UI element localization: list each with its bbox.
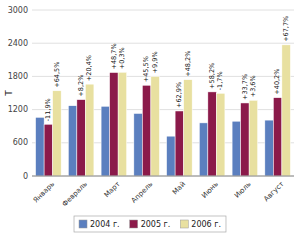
annotation: +40,2% [273, 69, 281, 95]
annotation: +48,7% [110, 43, 118, 69]
bar [282, 45, 291, 176]
annotation: -1,7% [216, 71, 224, 90]
x-tick-label: Январь [32, 180, 56, 204]
bar [216, 93, 225, 176]
annotation: +8,2% [77, 75, 85, 97]
x-tick-label: Июнь [200, 180, 220, 200]
bar [85, 84, 94, 176]
x-tick-label: Февраль [61, 180, 89, 208]
bar [118, 72, 127, 176]
bar [110, 73, 119, 176]
annotation: +62,9% [175, 82, 183, 108]
annotation: +9,9% [151, 51, 159, 73]
legend-swatch [180, 220, 188, 228]
bar [44, 124, 53, 176]
grid-line [32, 43, 294, 44]
legend-frame [74, 216, 226, 232]
annotation: -11,9% [44, 98, 52, 121]
bar [134, 113, 143, 176]
legend-label: 2005 г. [141, 220, 171, 229]
x-tick-label: Август [262, 180, 285, 203]
annotation: +45,5% [142, 56, 150, 82]
bar [53, 91, 62, 176]
legend-swatch [130, 220, 138, 228]
annotation: +67,7% [282, 16, 290, 42]
bar [208, 92, 217, 176]
annotation: +3,6% [249, 75, 257, 97]
bar [36, 117, 45, 176]
annotation: +20,4% [85, 55, 93, 81]
bar [77, 100, 86, 176]
y-tick-label: 1800 [8, 72, 28, 81]
grid-line [32, 10, 294, 11]
bar [175, 111, 184, 176]
bar [142, 85, 151, 176]
bar [101, 106, 110, 176]
grid [32, 10, 294, 176]
bar [184, 80, 193, 176]
bar [249, 100, 258, 176]
bars [36, 45, 291, 176]
bar [241, 103, 250, 176]
annotations: -11,9% +8,2% +48,7% +45,5% +62,9% +58,2% +33,7… [44, 16, 290, 122]
x-tick-label: Апрель [130, 180, 155, 205]
x-tick-label: Май [171, 180, 187, 196]
bar [151, 76, 160, 176]
legend-label: 2004 г. [90, 220, 120, 229]
bar [199, 123, 208, 176]
legend: 2004 г. 2005 г. 2006 г. [74, 216, 226, 232]
y-tick-label: 1200 [8, 105, 28, 114]
x-axis-line [32, 176, 294, 177]
chart: 0 600 1200 1800 2400 3000 Т -11,9% +8,2% +48,7% +4… [0, 0, 300, 237]
y-axis-label: Т [4, 90, 14, 97]
bar [167, 136, 176, 176]
x-tick-label: Июль [233, 180, 253, 200]
bar [265, 120, 274, 176]
annotation: +33,7% [241, 74, 249, 100]
bar [232, 121, 241, 176]
annotation: +0,3% [118, 47, 126, 69]
legend-swatch [79, 220, 87, 228]
y-tick-label: 600 [13, 138, 28, 147]
grid-line [32, 176, 294, 177]
bar [68, 106, 77, 176]
annotation: +64,5% [53, 62, 61, 88]
legend-label: 2006 г. [191, 220, 221, 229]
x-tick-label: Март [103, 180, 122, 199]
annotation: +48,2% [184, 51, 192, 77]
y-tick-label: 0 [23, 172, 28, 181]
y-tick-label: 2400 [8, 39, 28, 48]
y-tick-label: 3000 [8, 6, 28, 15]
annotation: +58,2% [208, 63, 216, 89]
bar [273, 98, 282, 176]
